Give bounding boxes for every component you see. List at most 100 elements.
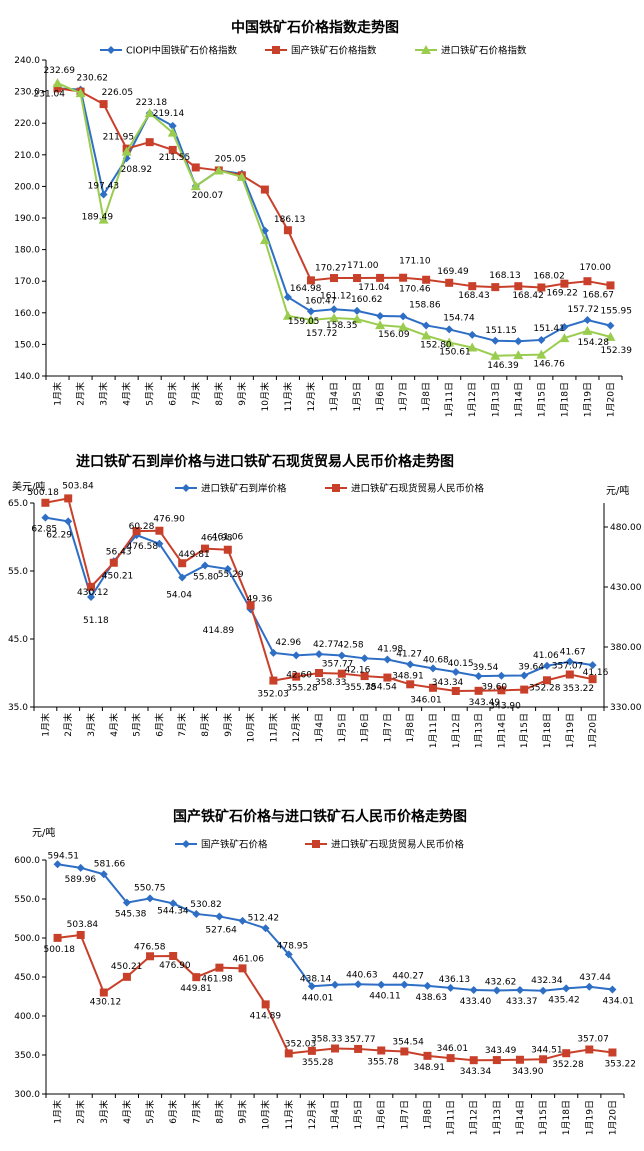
- data-label: 160.62: [351, 295, 383, 305]
- x-tick-label: 5月末: [144, 382, 156, 406]
- data-point: [261, 924, 270, 933]
- data-label: 589.96: [65, 875, 97, 885]
- x-tick-label: 1月13日: [490, 382, 501, 417]
- x-tick-label: 1月12日: [467, 382, 478, 417]
- x-tick-label: 12月末: [306, 1100, 318, 1129]
- x-tick-label: 1月4日: [314, 713, 325, 742]
- data-label: 344.51: [531, 1045, 563, 1055]
- x-tick-label: 1月14日: [496, 713, 507, 748]
- y-tick-label: 190.0: [14, 214, 40, 224]
- legend-label: 国产铁矿石价格指数: [291, 45, 377, 57]
- data-point: [305, 315, 316, 325]
- data-point: [398, 322, 409, 332]
- data-point: [223, 545, 232, 554]
- x-tick-label: 1月11日: [446, 1100, 457, 1135]
- data-point: [353, 306, 362, 315]
- y-tick-label: 550.0: [14, 895, 40, 905]
- x-tick-label: 11月末: [267, 713, 279, 742]
- data-point: [76, 863, 85, 872]
- x-tick-label: 1月末: [39, 713, 51, 737]
- x-tick-label: 1月末: [52, 1100, 64, 1124]
- legend-label: 国产铁矿石价格: [201, 839, 268, 851]
- data-label: 594.51: [48, 851, 79, 861]
- data-point: [560, 323, 569, 332]
- y-right-tick-label: 430.00: [610, 583, 642, 593]
- x-tick-label: 10月末: [260, 1100, 272, 1129]
- x-tick-label: 1月4日: [329, 382, 340, 411]
- data-point: [41, 513, 50, 522]
- x-tick-label: 8月末: [213, 1100, 225, 1124]
- data-point: [306, 276, 315, 285]
- data-label: 168.67: [582, 290, 614, 300]
- legend-label: 进口铁矿石价格指数: [441, 45, 527, 57]
- x-tick-label: 1月19日: [582, 382, 593, 417]
- data-point: [539, 986, 548, 995]
- data-point: [474, 686, 483, 695]
- data-label: 440.11: [369, 992, 401, 1002]
- data-label: 152.80: [420, 341, 452, 351]
- x-tick-label: 1月5日: [337, 713, 348, 742]
- data-label: 223.18: [136, 98, 168, 108]
- data-point: [223, 565, 232, 574]
- y-tick-label: 220.0: [14, 119, 40, 129]
- data-label: 430.12: [77, 588, 109, 598]
- data-label: 343.34: [432, 678, 464, 688]
- data-point: [565, 657, 574, 666]
- data-point: [497, 686, 506, 695]
- y-tick-label: 240.0: [14, 56, 40, 66]
- data-point: [329, 313, 339, 323]
- data-label: 461.98: [201, 975, 233, 985]
- data-point: [383, 673, 392, 682]
- y-axis-unit: 美元/吨: [12, 480, 45, 493]
- data-label: 353.22: [563, 684, 595, 694]
- data-label: 230.62: [77, 74, 109, 84]
- series-line: [45, 497, 593, 692]
- data-label: 476.58: [127, 542, 159, 552]
- data-point: [376, 311, 385, 320]
- data-label: 171.00: [347, 261, 379, 271]
- data-point: [261, 1000, 270, 1009]
- data-label: 432.62: [485, 978, 516, 988]
- data-point: [491, 283, 500, 292]
- data-label: 171.04: [358, 283, 390, 293]
- data-label: 39.60: [481, 683, 507, 693]
- y-tick-label: 65.0: [8, 499, 28, 509]
- data-label: 189.49: [82, 213, 114, 223]
- data-point: [98, 214, 109, 224]
- data-point: [520, 671, 529, 680]
- data-point: [306, 307, 315, 316]
- data-label: 355.78: [345, 683, 377, 693]
- x-tick-label: 4月末: [108, 713, 120, 737]
- x-tick-label: 12月末: [305, 382, 317, 411]
- data-label: 432.34: [531, 976, 563, 986]
- data-label: 157.72: [567, 305, 599, 315]
- x-tick-label: 1月7日: [382, 713, 393, 742]
- data-point: [467, 342, 478, 352]
- x-tick-label: 6月末: [167, 1100, 179, 1124]
- y-tick-label: 600.0: [14, 856, 40, 866]
- data-point: [400, 980, 409, 989]
- x-tick-label: 8月末: [199, 713, 211, 737]
- data-label: 170.46: [399, 285, 431, 295]
- data-label: 56.43: [106, 547, 132, 557]
- x-tick-label: 3月末: [98, 1100, 110, 1124]
- data-label: 154.74: [443, 313, 475, 323]
- data-point: [421, 330, 432, 340]
- legend-marker: [272, 46, 280, 54]
- legend-marker: [312, 840, 320, 848]
- data-point: [169, 899, 178, 908]
- data-point: [565, 670, 574, 679]
- data-label: 503.84: [62, 481, 94, 491]
- data-label: 186.13: [274, 215, 306, 225]
- y-tick-label: 230.0: [14, 88, 40, 98]
- data-label: 438.14: [300, 974, 332, 984]
- data-label: 355.78: [367, 1057, 399, 1067]
- data-label: 478.95: [277, 941, 309, 951]
- chart-title: 进口铁矿石到岸价格与进口铁矿石现货贸易人民币价格走势图: [76, 453, 454, 470]
- data-label: 171.10: [399, 257, 431, 267]
- data-point: [491, 336, 500, 345]
- data-point: [451, 667, 460, 676]
- data-label: 160.47: [305, 296, 337, 306]
- data-point: [444, 337, 455, 347]
